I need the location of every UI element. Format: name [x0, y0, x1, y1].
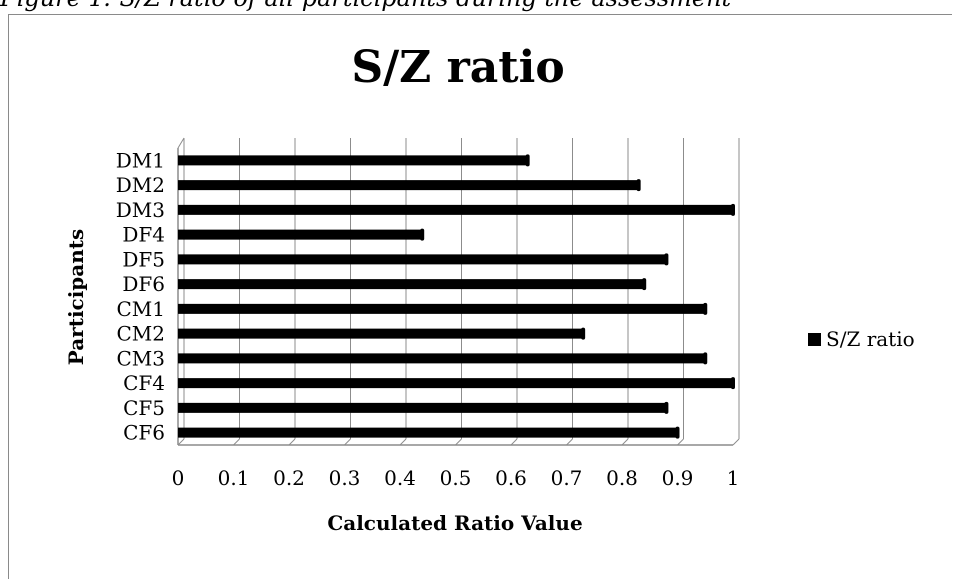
bar-cap	[664, 253, 669, 266]
bar	[178, 155, 528, 166]
bar-cap	[731, 377, 735, 390]
y-tick-label: DM3	[116, 198, 165, 222]
axes	[177, 137, 733, 446]
y-tick-label: CF6	[123, 421, 165, 445]
y-tick-label: CM3	[116, 346, 165, 370]
gridline-floor	[344, 438, 351, 446]
x-tick-label: 0.7	[551, 466, 583, 490]
x-tick-label: 0.1	[218, 466, 250, 490]
gridline-floor	[288, 438, 296, 446]
x-tick-labels: 0 0.1 0.2 0.3 0.4 0.5 0.6 0.7 0.8 0.9 1	[172, 466, 740, 490]
x-tick-label: 0.9	[662, 466, 694, 490]
gridline-floor	[566, 438, 573, 446]
gridline-floor	[399, 438, 407, 446]
legend-swatch	[808, 333, 821, 346]
bar-cap	[642, 278, 647, 291]
bar	[178, 254, 667, 265]
x-tick-label: 0.6	[495, 466, 527, 490]
bar-cap	[664, 401, 669, 414]
chart-frame	[8, 14, 952, 579]
bars	[178, 154, 735, 439]
x-tick-label: 0.2	[273, 466, 305, 490]
bar	[178, 204, 733, 215]
y-tick-label: DM2	[116, 173, 165, 197]
bar	[178, 279, 645, 290]
x-tick-label: 0.3	[329, 466, 361, 490]
bar	[178, 328, 584, 339]
x-tick-label: 0.8	[606, 466, 638, 490]
bar-cap	[581, 327, 586, 340]
y-tick-label: DF4	[122, 223, 165, 247]
legend: S/Z ratio	[808, 327, 915, 351]
gridline-floor	[455, 438, 462, 446]
legend-label: S/Z ratio	[826, 327, 915, 351]
gridline-floor	[677, 438, 684, 446]
y-tick-label: CM1	[116, 297, 165, 321]
x-tick-label: 1	[727, 466, 740, 490]
bar-cap	[636, 179, 641, 192]
x-axis-title: Calculated Ratio Value	[327, 511, 582, 535]
bar	[178, 353, 706, 364]
bar-cap	[420, 228, 425, 241]
x-tick-label: 0	[172, 466, 185, 490]
bar-cap	[675, 426, 680, 439]
y-tick-label: CF4	[123, 371, 165, 395]
gridline-floor	[732, 438, 740, 446]
y-tick-label: CF5	[123, 396, 165, 420]
figure-caption: Figure 1: S/Z ratio of all participants …	[0, 0, 731, 12]
bar-cap	[731, 203, 735, 216]
chart-title: S/Z ratio	[351, 42, 564, 93]
bar	[178, 427, 678, 438]
y-tick-label: DM1	[116, 148, 165, 172]
bar	[178, 229, 423, 240]
bar-cap	[525, 154, 530, 167]
y-tick-label: DF5	[122, 247, 165, 271]
x-tick-label: 0.5	[440, 466, 472, 490]
y-axis-wall-edge	[177, 137, 185, 149]
bar-cap	[703, 302, 708, 315]
gridline-floor	[510, 438, 518, 446]
bar	[178, 180, 639, 191]
bar	[178, 378, 733, 389]
x-tick-label: 0.4	[384, 466, 416, 490]
y-tick-label: DF6	[122, 272, 165, 296]
bar	[178, 402, 667, 413]
bar-cap	[703, 352, 708, 365]
gridline-floor	[177, 438, 185, 446]
gridline-floor	[233, 438, 240, 446]
bar	[178, 303, 706, 314]
gridline-floor	[621, 438, 629, 446]
y-axis-title: Participants	[64, 229, 88, 366]
y-tick-label: CM2	[116, 322, 165, 346]
